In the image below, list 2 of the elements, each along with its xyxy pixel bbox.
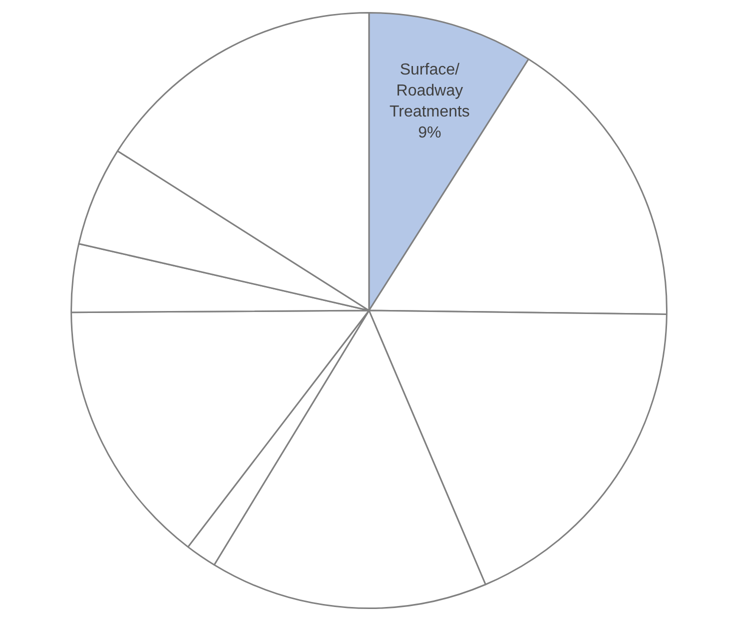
data-label: 9% [418,124,442,142]
slice-label: Surface/ Roadway Treatments [389,62,470,121]
